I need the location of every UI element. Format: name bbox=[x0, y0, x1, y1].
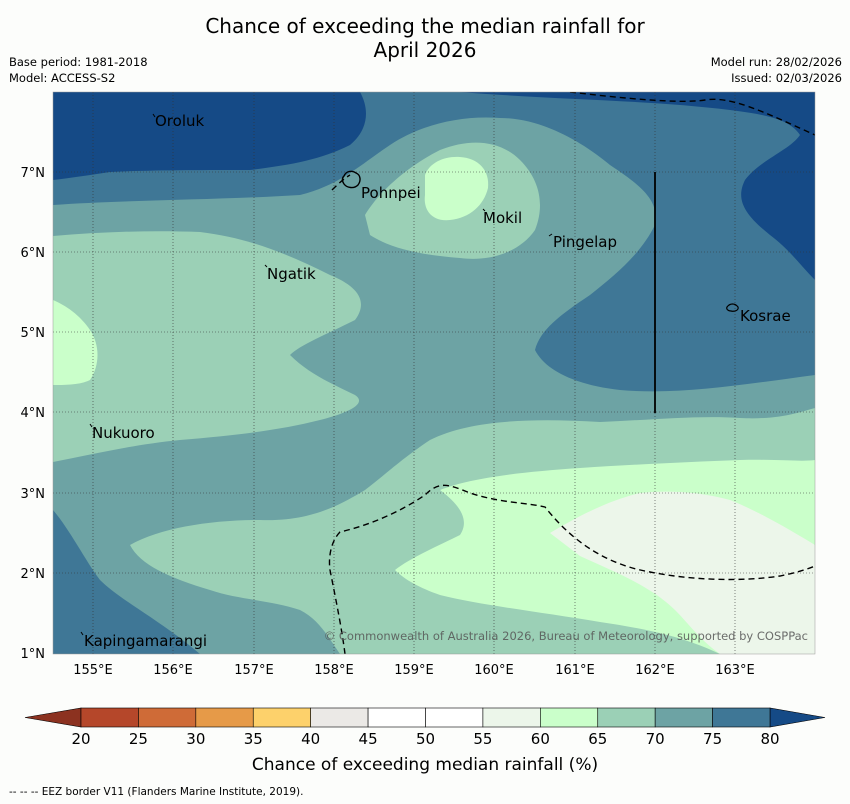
colorbar-tick-label: 45 bbox=[359, 730, 378, 748]
lon-tick-160: 160°E bbox=[474, 663, 514, 678]
lat-tick-4: 4°N bbox=[21, 406, 46, 421]
colorbar-tick-label: 30 bbox=[186, 730, 205, 748]
colorbar-segment bbox=[310, 707, 369, 728]
model-name: Model: ACCESS-S2 bbox=[9, 71, 116, 85]
place-label-ngatik: Ngatik bbox=[267, 265, 316, 283]
contour-65-70-west bbox=[53, 231, 361, 462]
colorbar-segment bbox=[80, 707, 139, 728]
contour-55-60 bbox=[550, 491, 815, 654]
lon-tick-157: 157°E bbox=[234, 663, 274, 678]
colorbar-tick-label: 75 bbox=[703, 730, 722, 748]
colorbar-segment bbox=[425, 707, 484, 728]
colorbar-tick-label: 25 bbox=[129, 730, 148, 748]
place-label-nukuoro: Nukuoro bbox=[92, 424, 155, 442]
title-line-2: April 2026 bbox=[373, 38, 477, 62]
colorbar-tick-label: 65 bbox=[588, 730, 607, 748]
contour-60-65-north bbox=[424, 156, 489, 221]
colorbar: 20 25 30 35 40 45 50 55 60 65 70 75 80 bbox=[24, 707, 826, 748]
colorbar-tick-label: 55 bbox=[473, 730, 492, 748]
lat-tick-5: 5°N bbox=[21, 326, 46, 341]
place-label-pohnpei: Pohnpei bbox=[361, 184, 421, 202]
eez-footnote: -- -- -- EEZ border V11 (Flanders Marine… bbox=[9, 786, 304, 798]
kosrae-island bbox=[726, 303, 739, 312]
colorbar-segment bbox=[654, 707, 713, 728]
title-line-1: Chance of exceeding the median rainfall … bbox=[205, 14, 645, 38]
base-period: Base period: 1981-2018 bbox=[9, 55, 148, 69]
contour-60-65-west bbox=[53, 300, 98, 385]
place-labels: Oroluk Pohnpei Mokil Pingelap Ngatik Kos… bbox=[84, 112, 791, 650]
place-label-kosrae: Kosrae bbox=[740, 307, 791, 325]
meta-right: Model run: 28/02/2026 Issued: 02/03/2026 bbox=[711, 54, 842, 86]
lat-tick-2: 2°N bbox=[21, 567, 46, 582]
colorbar-tick-label: 80 bbox=[760, 730, 779, 748]
place-label-oroluk: Oroluk bbox=[155, 112, 204, 130]
contour-layers bbox=[53, 92, 815, 654]
colorbar-segment bbox=[367, 707, 426, 728]
lat-tick-1: 1°N bbox=[21, 647, 46, 662]
contour-over-80-northeast bbox=[460, 92, 815, 280]
lat-tick-3: 3°N bbox=[21, 487, 46, 502]
pohnpei-island bbox=[341, 170, 361, 189]
place-label-pingelap: Pingelap bbox=[553, 233, 617, 251]
colorbar-tick-label: 20 bbox=[71, 730, 90, 748]
lon-tick-163: 163°E bbox=[715, 663, 755, 678]
colorbar-under-arrow bbox=[24, 707, 82, 728]
lon-tick-161: 161°E bbox=[555, 663, 595, 678]
place-label-kapingamarangi: Kapingamarangi bbox=[84, 632, 207, 650]
gridlines bbox=[53, 92, 815, 654]
model-run: Model run: 28/02/2026 bbox=[710, 55, 842, 69]
contour-75-80-west bbox=[53, 510, 200, 654]
colorbar-tick-label: 70 bbox=[646, 730, 665, 748]
lat-axis-labels: 7°N 6°N 5°N 4°N 3°N 2°N 1°N bbox=[21, 166, 46, 662]
atoll-marks bbox=[80, 113, 553, 636]
map-title: Chance of exceeding the median rainfall … bbox=[0, 14, 850, 62]
lon-tick-162: 162°E bbox=[635, 663, 675, 678]
colorbar-tick-label: 60 bbox=[531, 730, 550, 748]
lat-tick-6: 6°N bbox=[21, 246, 46, 261]
lon-tick-156: 156°E bbox=[153, 663, 193, 678]
colorbar-segment bbox=[597, 707, 656, 728]
colorbar-segment bbox=[540, 707, 599, 728]
colorbar-segment bbox=[482, 707, 541, 728]
lon-tick-159: 159°E bbox=[394, 663, 434, 678]
lon-tick-155: 155°E bbox=[73, 663, 113, 678]
contour-over-80-northwest bbox=[53, 92, 366, 180]
colorbar-segment bbox=[712, 707, 771, 728]
place-label-mokil: Mokil bbox=[483, 209, 522, 227]
lon-axis-labels: 155°E 156°E 157°E 158°E 159°E 160°E 161°… bbox=[73, 663, 755, 678]
colorbar-segment bbox=[138, 707, 197, 728]
colorbar-tick-label: 50 bbox=[416, 730, 435, 748]
colorbar-tick-label: 40 bbox=[301, 730, 320, 748]
lon-tick-158: 158°E bbox=[314, 663, 354, 678]
colorbar-segment bbox=[252, 707, 311, 728]
colorbar-over-arrow bbox=[769, 707, 826, 728]
colorbar-tick-label: 35 bbox=[244, 730, 263, 748]
colorbar-title: Chance of exceeding median rainfall (%) bbox=[251, 755, 599, 775]
meta-left: Base period: 1981-2018 Model: ACCESS-S2 bbox=[9, 54, 148, 86]
issued-date: Issued: 02/03/2026 bbox=[731, 71, 842, 85]
copyright-notice: © Commonwealth of Australia 2026, Bureau… bbox=[324, 629, 808, 643]
map-frame bbox=[52, 91, 816, 655]
colorbar-segment bbox=[195, 707, 254, 728]
lat-tick-7: 7°N bbox=[21, 166, 46, 181]
